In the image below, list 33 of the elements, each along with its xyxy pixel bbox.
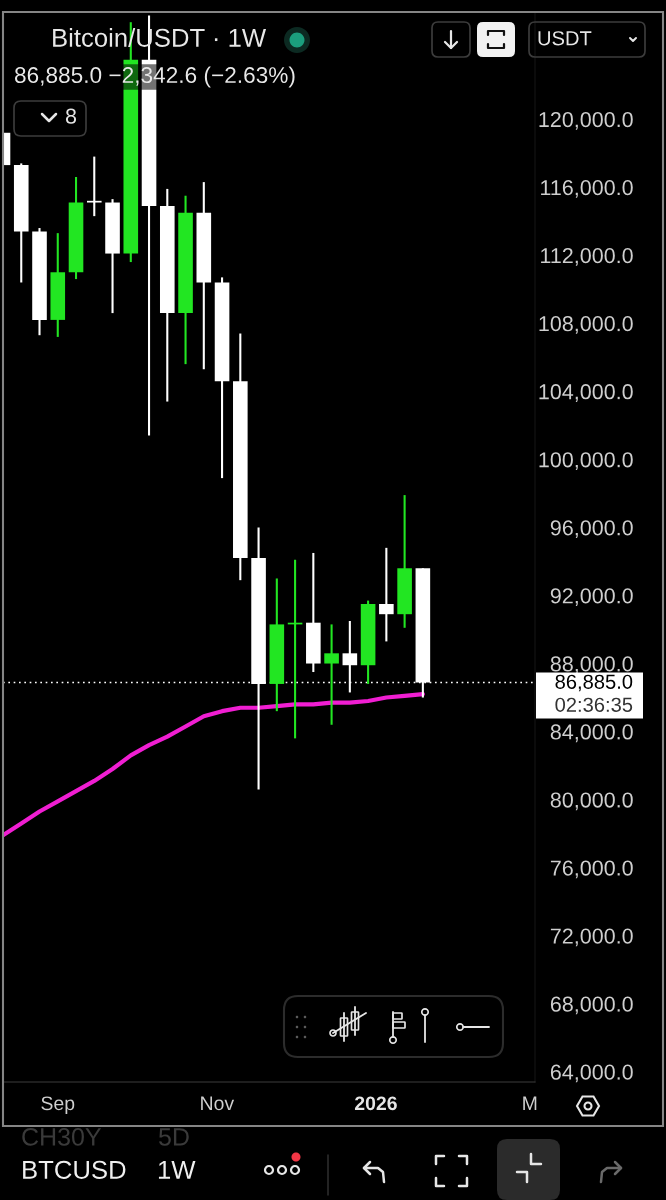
text: 5D [159,1128,189,1146]
y-tick-label: 112,000.0 [541,248,633,266]
annotation: 8 [65,108,77,124]
candlestick [379,546,394,643]
y-tick-label: 72,000.0 [550,928,633,947]
candlestick [324,623,339,726]
y-tick-label: 120,000.0 [539,111,633,130]
text: 02:36:35 [555,697,633,712]
ref-line-label: 86,885.0 [555,674,633,692]
line-series [3,692,425,838]
y-tick-label: 108,000.0 [539,316,633,334]
text: USDT [538,31,592,46]
text: 1W [158,1160,196,1179]
y-tick-label: 84,000.0 [550,724,633,743]
x-tick-label: Sep [41,1096,75,1115]
y-tick-label: 96,000.0 [550,520,633,538]
x-tick-label: Nov [201,1096,235,1111]
y-tick-label: 104,000.0 [539,384,633,402]
text: CH30Y [22,1128,102,1146]
y-tick-label: 92,000.0 [550,588,633,607]
y-tick-label: 68,000.0 [550,996,633,1015]
text: BTCUSD [23,1160,126,1179]
y-tick-label: 64,000.0 [550,1064,633,1083]
x-tick-label: 2026 [354,1096,397,1111]
y-tick-label: 100,000.0 [539,452,633,470]
y-tick-label: 76,000.0 [550,860,633,879]
x-tick-label: M [523,1096,537,1110]
y-tick-label: 80,000.0 [550,792,633,811]
text: 86,885.0 −2,342.6 (−2.63%) [14,66,295,88]
y-tick-label: 116,000.0 [541,179,633,198]
candlestick [342,619,358,694]
y-tick-label: 88,000.0 [550,656,633,675]
candlestick [86,155,102,218]
